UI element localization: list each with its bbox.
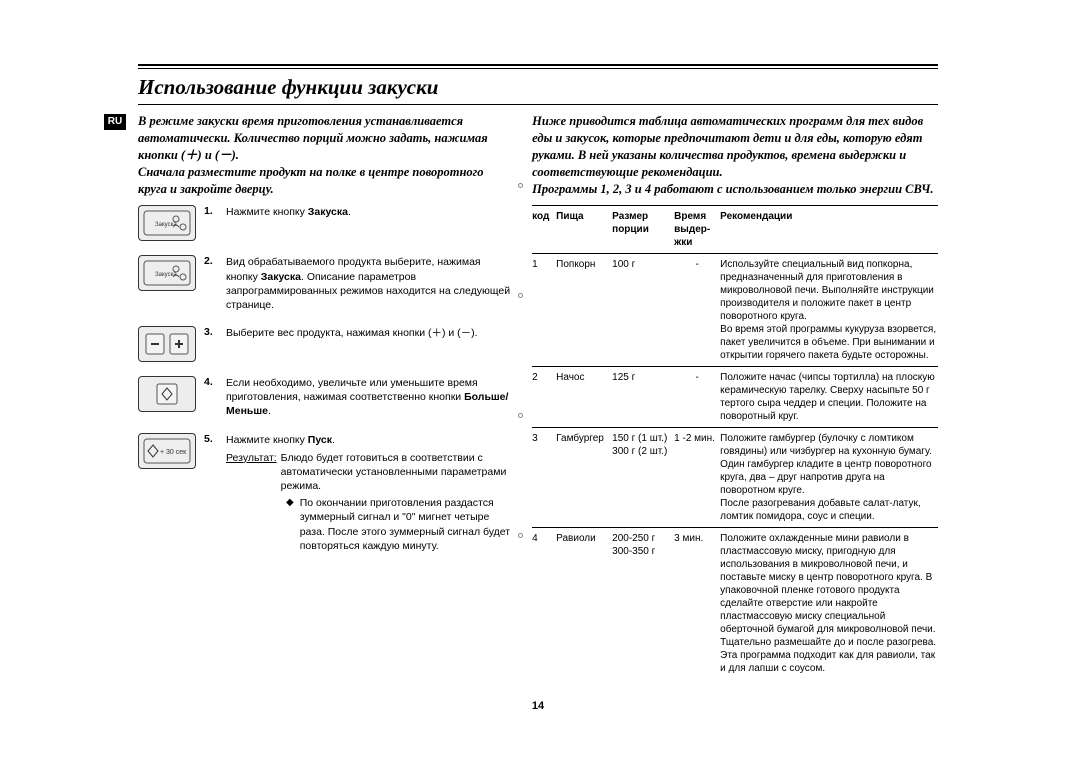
step-number: 3.	[204, 326, 218, 362]
page-title: Использование функции закуски	[138, 69, 938, 104]
table-row: 2 Начос 125 г - Положите начас (чипсы то…	[532, 367, 938, 427]
step-text: Нажмите кнопку Закуска.	[226, 205, 351, 241]
snack-button-icon: Закуска	[138, 255, 196, 291]
cell-size: 200-250 г 300-350 г	[612, 532, 674, 675]
result-bullet: ◆ По окончании приготовления раздастся з…	[286, 496, 514, 553]
cell-rec: Положите начас (чипсы тортилла) на плоск…	[720, 371, 938, 423]
cell-size: 125 г	[612, 371, 674, 423]
table-row: 3 Гамбургер 150 г (1 шт.) 300 г (2 шт.) …	[532, 428, 938, 527]
cell-food: Гамбургер	[556, 432, 612, 523]
cell-food: Начос	[556, 371, 612, 423]
step-bold: Закуска	[261, 271, 301, 283]
step-text: Вид обрабатываемого продукта выберите, н…	[226, 255, 514, 312]
lang-badge: RU	[104, 114, 126, 130]
cell-rec: Положите гамбургер (булочку с ломтиком г…	[720, 432, 938, 523]
program-table: код Пища Размер порции Время выдер-жки Р…	[532, 205, 938, 679]
manual-page: Использование функции закуски RU В режим…	[128, 56, 948, 716]
step-post: .	[268, 405, 271, 417]
step-5: + 30 сек 5. Нажмите кнопку Пуск. Результ…	[138, 433, 514, 553]
diamond-bullet-icon: ◆	[286, 496, 294, 553]
cell-time: 1 -2 мин.	[674, 432, 720, 523]
col-left: В режиме закуски время приготовления уст…	[138, 113, 514, 679]
diamond-button-icon	[138, 376, 196, 412]
cell-rec: Используйте специальный вид попкорна, пр…	[720, 258, 938, 362]
table-row: 4 Равиоли 200-250 г 300-350 г 3 мин. Пол…	[532, 528, 938, 679]
step-bold: Закуска	[308, 206, 348, 218]
cell-time: 3 мин.	[674, 532, 720, 675]
cell-time: -	[674, 371, 720, 423]
result-label: Результат:	[226, 451, 277, 494]
punch-hole-icon	[518, 413, 523, 418]
svg-text:Закуска: Закуска	[155, 272, 177, 278]
step-2: Закуска 2. Вид обрабатываемого продукта …	[138, 255, 514, 312]
cell-size: 100 г	[612, 258, 674, 362]
col-right: Ниже приводится таблица автоматических п…	[532, 113, 938, 679]
step-pre: Если необходимо, увеличьте или уменьшите…	[226, 377, 478, 403]
right-intro: Ниже приводится таблица автоматических п…	[532, 113, 938, 197]
step-number: 5.	[204, 433, 218, 553]
step-1: Закуска 1. Нажмите кнопку Закуска.	[138, 205, 514, 241]
svg-text:Закуска: Закуска	[155, 222, 177, 228]
step-number: 1.	[204, 205, 218, 241]
table-row: 1 Попкорн 100 г - Используйте специальны…	[532, 254, 938, 366]
cell-code: 1	[532, 258, 556, 362]
cell-code: 2	[532, 371, 556, 423]
page-number: 14	[532, 700, 544, 712]
step-post: .	[332, 434, 335, 446]
plus-minus-icon	[138, 326, 196, 362]
result-text: Блюдо будет готовиться в соответствии с …	[281, 451, 514, 494]
punch-hole-icon	[518, 293, 523, 298]
bullet-text: По окончании приготовления раздастся зум…	[300, 496, 514, 553]
step-text: Если необходимо, увеличьте или уменьшите…	[226, 376, 514, 419]
cell-code: 3	[532, 432, 556, 523]
cell-time: -	[674, 258, 720, 362]
th-time: Время выдер-жки	[674, 210, 720, 249]
step-pre: Выберите вес продукта, нажимая кнопки (＋…	[226, 327, 478, 339]
snack-button-icon: Закуска	[138, 205, 196, 241]
punch-hole-icon	[518, 533, 523, 538]
step-post: .	[348, 206, 351, 218]
punch-hole-icon	[518, 183, 523, 188]
th-code: код	[532, 210, 556, 249]
cell-food: Попкорн	[556, 258, 612, 362]
step-text: Нажмите кнопку Пуск. Результат: Блюдо бу…	[226, 433, 514, 553]
cell-rec: Положите охлажденные мини равиоли в плас…	[720, 532, 938, 675]
rule-under-title	[138, 104, 938, 105]
th-size: Размер порции	[612, 210, 674, 249]
columns: В режиме закуски время приготовления уст…	[138, 113, 938, 679]
step-pre: Нажмите кнопку	[226, 434, 308, 446]
rule-top	[138, 64, 938, 66]
start-button-icon: + 30 сек	[138, 433, 196, 469]
step-number: 4.	[204, 376, 218, 419]
step-text: Выберите вес продукта, нажимая кнопки (＋…	[226, 326, 478, 362]
th-rec: Рекомендации	[720, 210, 938, 249]
step-3: 3. Выберите вес продукта, нажимая кнопки…	[138, 326, 514, 362]
step-4: 4. Если необходимо, увеличьте или уменьш…	[138, 376, 514, 419]
table-header: код Пища Размер порции Время выдер-жки Р…	[532, 206, 938, 253]
step-number: 2.	[204, 255, 218, 312]
left-intro: В режиме закуски время приготовления уст…	[138, 113, 514, 197]
cell-food: Равиоли	[556, 532, 612, 675]
cell-code: 4	[532, 532, 556, 675]
cell-size: 150 г (1 шт.) 300 г (2 шт.)	[612, 432, 674, 523]
th-food: Пища	[556, 210, 612, 249]
svg-text:+ 30 сек: + 30 сек	[160, 449, 187, 456]
steps-list: Закуска 1. Нажмите кнопку Закуска.	[138, 205, 514, 553]
step-bold: Пуск	[308, 434, 332, 446]
result-row: Результат: Блюдо будет готовиться в соот…	[226, 451, 514, 494]
step-pre: Нажмите кнопку	[226, 206, 308, 218]
